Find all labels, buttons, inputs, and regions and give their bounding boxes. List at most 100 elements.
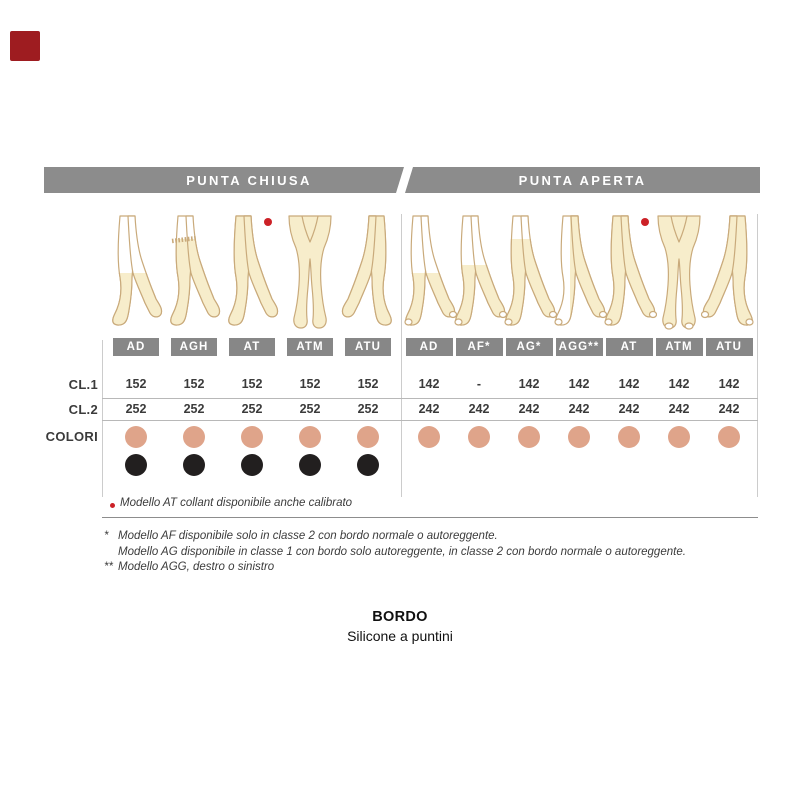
footnote-text: Modello AG disponibile in classe 1 con b… (118, 545, 686, 558)
leg-illustration (604, 215, 658, 326)
model-header-ATM: ATM (287, 338, 333, 356)
figure-ATU-closed (340, 215, 396, 333)
section-divider-line (401, 214, 402, 497)
cl1-value-AD: 152 (125, 377, 147, 391)
model-header-ATU: ATU (345, 338, 391, 356)
cl1-value-AGH: 152 (183, 377, 205, 391)
table-right-border (757, 214, 758, 497)
cl1-value-ATU: 142 (718, 377, 740, 391)
leg-illustration (504, 215, 558, 326)
cl1-value-AT: 142 (618, 377, 640, 391)
footnote-text: Modello AGG, destro o sinistro (118, 561, 275, 573)
model-header-AG: AG* (505, 338, 553, 356)
footnote-text: Modello AF disponibile solo in classe 2 … (118, 530, 498, 542)
leg-illustration (454, 215, 508, 326)
header-punta-aperta: PUNTA APERTA (405, 167, 760, 193)
footnotes-block: * Modello AF disponibile solo in classe … (104, 529, 686, 576)
color-swatch-skin (668, 426, 690, 448)
cl2-value-AGG: 242 (568, 402, 590, 416)
leg-illustration (228, 215, 279, 326)
cl2-value-AT: 252 (241, 402, 263, 416)
model-header-AT: AT (229, 338, 275, 356)
row-separator-cl2 (102, 420, 758, 421)
footnote-marker: ** (104, 561, 113, 573)
row-separator-cl1 (102, 398, 758, 399)
cl2-value-AF: 242 (468, 402, 490, 416)
leg-illustration (404, 215, 458, 326)
cl1-value-ATU: 152 (357, 377, 379, 391)
color-swatch-skin (183, 426, 205, 448)
color-swatch-black (241, 454, 263, 476)
table-left-border (102, 340, 103, 497)
leg-illustration (288, 215, 332, 329)
cl1-value-AG: 142 (518, 377, 540, 391)
row-label-cl2: CL.2 (68, 402, 98, 417)
figure-AGG-open (551, 215, 608, 333)
footnote-marker: * (104, 530, 109, 542)
cl2-value-ATM: 252 (299, 402, 321, 416)
figure-ATM-open (651, 215, 707, 333)
color-swatch-skin (357, 426, 379, 448)
cl2-value-AG: 242 (518, 402, 540, 416)
table-bottom-rule (102, 517, 758, 518)
figure-ATU-open (700, 215, 757, 333)
color-swatch-black (183, 454, 205, 476)
color-swatch-black (125, 454, 147, 476)
leg-illustration (700, 215, 754, 326)
model-header-ATM: ATM (655, 338, 703, 356)
cl2-value-AGH: 252 (183, 402, 205, 416)
header-punta-aperta-label: PUNTA APERTA (518, 173, 647, 188)
figure-AG-open (501, 215, 558, 333)
model-header-AGH: AGH (171, 338, 217, 356)
color-swatch-black (357, 454, 379, 476)
leg-illustration (170, 215, 221, 326)
header-punta-chiusa-label: PUNTA CHIUSA (186, 173, 312, 188)
red-dot-legend-icon (110, 503, 115, 508)
row-label-colori: COLORI (45, 429, 98, 444)
cl2-value-ATU: 252 (357, 402, 379, 416)
cl1-value-AGG: 142 (568, 377, 590, 391)
row-label-cl1: CL.1 (68, 377, 98, 392)
leg-illustration (341, 215, 392, 326)
figure-AGH-closed (166, 215, 222, 333)
footnote-marker (104, 545, 118, 561)
model-header-AD: AD (113, 338, 159, 356)
model-header-AD: AD (405, 338, 453, 356)
model-header-ATU: ATU (705, 338, 753, 356)
leg-illustration (657, 215, 701, 330)
cl2-value-AD: 252 (125, 402, 147, 416)
model-header-AGG: AGG** (555, 338, 603, 356)
color-swatch-skin (618, 426, 640, 448)
footnote-row: Modello AG disponibile in classe 1 con b… (104, 545, 686, 561)
figure-AT-open (601, 215, 658, 333)
cl1-value-AF: - (476, 377, 482, 391)
cl2-value-AT: 242 (618, 402, 640, 416)
figure-AD-open (401, 215, 458, 333)
cl1-value-ATM: 142 (668, 377, 690, 391)
color-swatch-skin (718, 426, 740, 448)
color-swatch-skin (418, 426, 440, 448)
bordo-subtitle: Silicone a puntini (347, 628, 453, 644)
cl2-value-ATM: 242 (668, 402, 690, 416)
color-swatch-skin (241, 426, 263, 448)
color-swatch-black (299, 454, 321, 476)
figure-AD-closed (108, 215, 164, 333)
brand-logo-square (10, 31, 40, 61)
cl1-value-AD: 142 (418, 377, 440, 391)
figure-AF-open (451, 215, 508, 333)
figure-AT-closed (224, 215, 280, 333)
model-header-AF: AF* (455, 338, 503, 356)
cl1-value-ATM: 152 (299, 377, 321, 391)
footnote-row: ** Modello AGG, destro o sinistro (104, 560, 686, 576)
color-swatch-skin (568, 426, 590, 448)
legend-note-text: Modello AT collant disponibile anche cal… (120, 497, 353, 509)
cl2-value-ATU: 242 (718, 402, 740, 416)
leg-illustration (112, 215, 163, 326)
bordo-caption: BORDO Silicone a puntini (0, 609, 800, 644)
cl2-value-AD: 242 (418, 402, 440, 416)
color-swatch-skin (518, 426, 540, 448)
model-header-AT: AT (605, 338, 653, 356)
footnote-row: * Modello AF disponibile solo in classe … (104, 529, 686, 545)
header-punta-chiusa: PUNTA CHIUSA (44, 167, 404, 193)
